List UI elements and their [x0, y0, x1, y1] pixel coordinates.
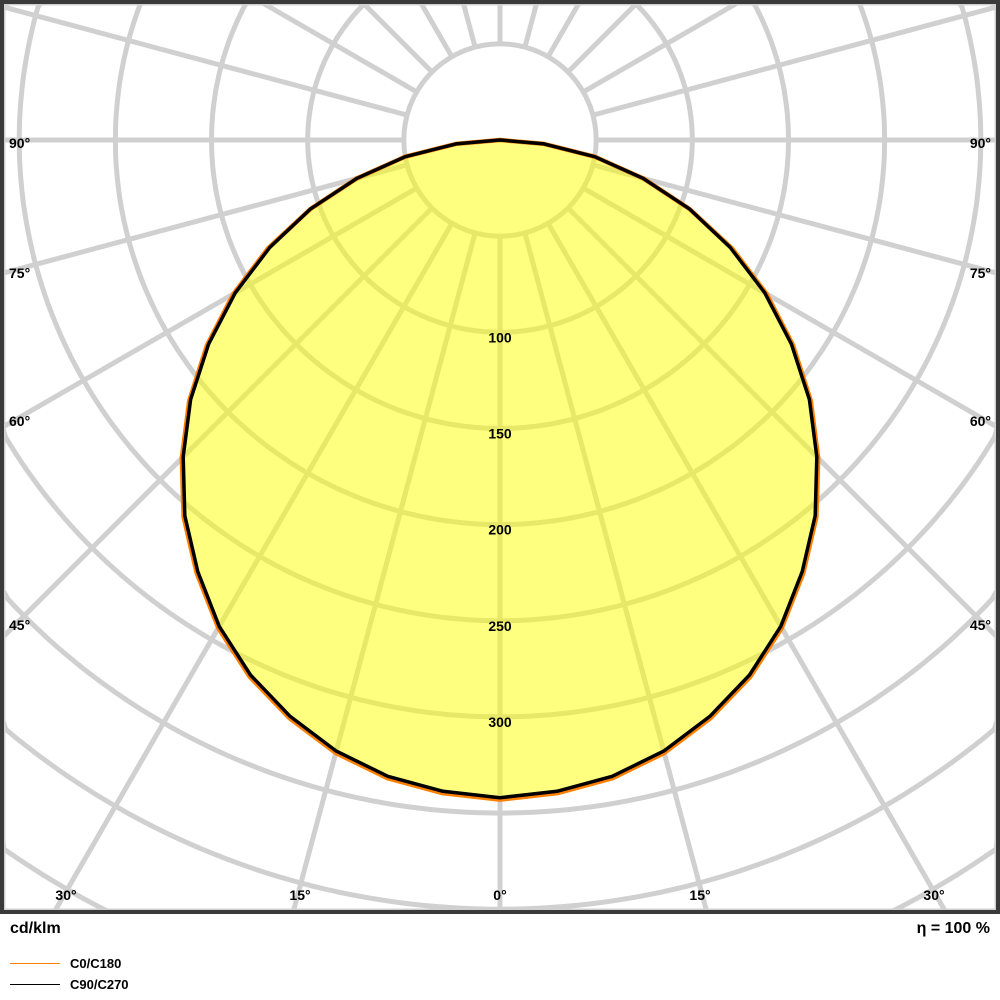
angle-label-bottom: 30° — [923, 887, 944, 903]
legend-swatch — [10, 963, 60, 964]
radial-tick-label: 200 — [488, 522, 512, 538]
intensity-fill — [181, 140, 819, 800]
angle-label-right: 45° — [970, 617, 991, 633]
grid-spoke — [261, 0, 418, 95]
angle-label-right: 60° — [970, 413, 991, 429]
unit-label: cd/klm — [10, 920, 61, 937]
angle-label-bottom: 15° — [289, 887, 310, 903]
grid-spoke — [2, 4, 408, 118]
angle-label-left: 45° — [9, 617, 30, 633]
radial-tick-label: 300 — [488, 714, 512, 730]
grid-spoke — [522, 2, 540, 48]
grid-spoke — [361, 1, 434, 74]
angle-label-left: 75° — [9, 265, 30, 281]
grid-spoke — [545, 1, 582, 58]
legend-label: C0/C180 — [70, 956, 122, 971]
legend-item-c0: C0/C180 — [10, 956, 121, 971]
intensity-curves — [179, 137, 821, 802]
axis-labels: 100 150 200 250 300 90° 75° 60° 45° 90° 75° 60° 45° 3… — [9, 135, 991, 903]
efficiency-label: η = 100 % — [916, 920, 990, 937]
angle-label-left: 90° — [9, 135, 30, 151]
angle-label-right: 90° — [970, 135, 991, 151]
angle-label-bottom: 15° — [689, 887, 710, 903]
grid-spoke — [592, 162, 998, 276]
grid-spoke — [566, 1, 639, 74]
angle-label-bottom: 0° — [493, 887, 506, 903]
radial-tick-label: 150 — [488, 425, 512, 441]
angle-label-left: 60° — [9, 413, 30, 429]
angle-label-bottom: 30° — [55, 887, 76, 903]
radial-tick-label: 250 — [488, 618, 512, 634]
legend-swatch — [10, 984, 60, 985]
angle-label-right: 75° — [970, 265, 991, 281]
grid-spoke — [2, 162, 408, 276]
plot-frame — [0, 0, 1000, 914]
grid-spoke — [460, 2, 478, 48]
legend-label: C90/C270 — [70, 977, 129, 992]
series-curve-c90-c270 — [181, 138, 819, 800]
radial-tick-label: 100 — [488, 329, 512, 345]
grid-spoke — [592, 4, 998, 118]
grid-spoke — [582, 0, 739, 95]
grid-spoke — [418, 1, 455, 58]
legend-item-c90: C90/C270 — [10, 977, 129, 992]
